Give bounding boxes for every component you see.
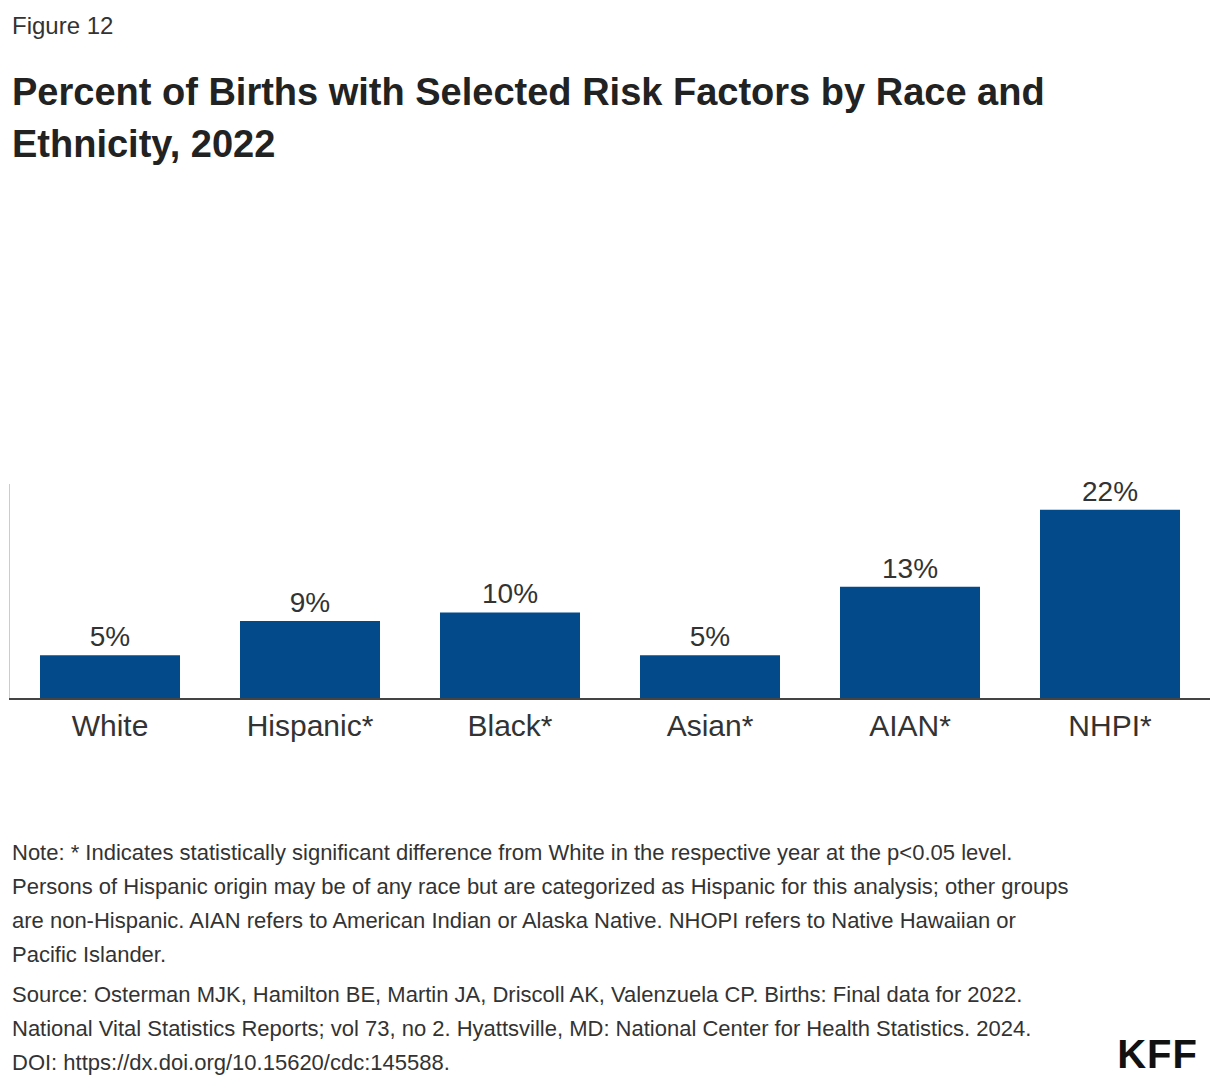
svg-text:9%: 9% [290,587,330,618]
svg-text:Black*: Black* [467,709,552,742]
svg-text:Hispanic*: Hispanic* [247,709,374,742]
svg-text:5%: 5% [90,621,130,652]
svg-text:White: White [72,709,149,742]
svg-text:Asian*: Asian* [667,709,754,742]
svg-text:13%: 13% [882,553,938,584]
svg-text:NHPI*: NHPI* [1068,709,1152,742]
html-text:Figure 12: Figure 12 [12,12,114,39]
svg-text:22%: 22% [1082,476,1138,507]
svg-text:AIAN*: AIAN* [869,709,951,742]
html-text:KFF: KFF [1117,1032,1198,1076]
svg-text:10%: 10% [482,578,538,609]
html-text:Note: * Indicates statisticall: Note: * Indicates statistically signific… [12,840,1069,967]
html-text:Source: Osterman MJK, Hamilton: Source: Osterman MJK, Hamilton BE, Marti… [12,982,1032,1075]
html-text:Percent of Births with Selecte: Percent of Births with Selected Risk Fac… [12,71,1045,165]
svg-text:5%: 5% [690,621,730,652]
